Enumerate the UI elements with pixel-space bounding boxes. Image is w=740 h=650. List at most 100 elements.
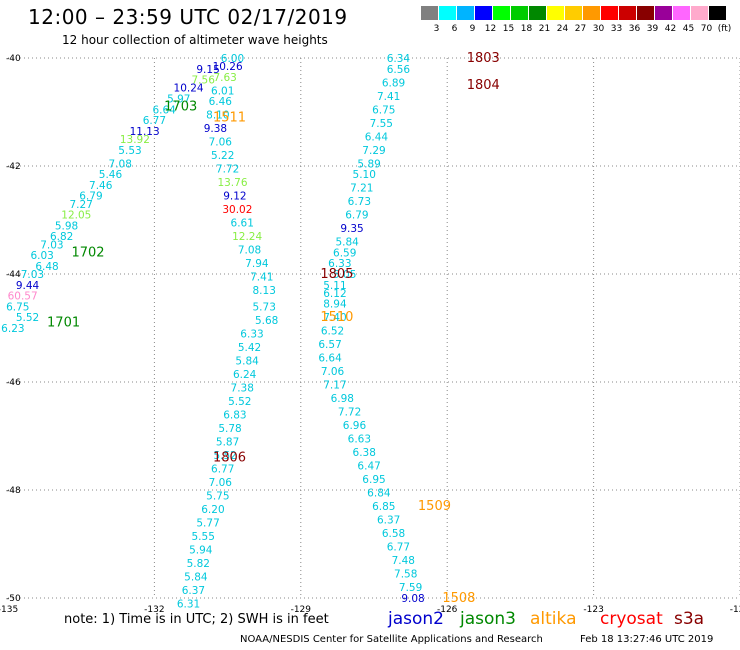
- pass-label: 1806: [213, 451, 246, 466]
- wave-height-value: 30.02: [222, 204, 252, 216]
- wave-height-value: 6.33: [328, 258, 351, 270]
- wave-height-value: 7.48: [392, 555, 415, 567]
- wave-height-value: 7.08: [238, 245, 261, 257]
- wave-height-value: 6.33: [240, 328, 263, 340]
- scale-label: 3: [433, 24, 440, 34]
- scale-swatch: [601, 6, 618, 20]
- wave-height-value: 6.00: [221, 53, 244, 65]
- scale-label: 27: [574, 24, 587, 34]
- wave-height-value: 7.41: [250, 272, 273, 284]
- wave-height-value: 6.38: [353, 447, 376, 459]
- wave-height-value: 5.78: [218, 423, 241, 435]
- wave-height-value: 6.47: [357, 461, 380, 473]
- scale-swatch: [511, 6, 528, 20]
- scale-swatch: [691, 6, 708, 20]
- wave-height-value: 9.12: [223, 191, 246, 203]
- wave-height-value: 7.58: [394, 569, 417, 581]
- wave-height-value: 7.08: [109, 158, 132, 170]
- wave-height-value: 12.24: [232, 231, 262, 243]
- scale-swatch: [655, 6, 672, 20]
- wave-height-value: 6.46: [209, 96, 233, 108]
- wave-height-value: 7.03: [21, 269, 44, 281]
- pass-label: 1804: [467, 78, 500, 93]
- pass-label: 1508: [442, 591, 475, 606]
- legend-jason2: jason2: [388, 609, 444, 629]
- wave-height-value: 5.52: [213, 450, 236, 462]
- wave-height-value: 6.48: [35, 261, 58, 273]
- wave-height-value: 6.77: [387, 542, 410, 554]
- scale-swatch: [583, 6, 600, 20]
- latitude-label: -44: [6, 270, 21, 280]
- wave-height-value: 10.24: [174, 83, 204, 95]
- scale-swatch: [439, 6, 456, 20]
- wave-height-value: 5.82: [187, 558, 210, 570]
- wave-height-value: 7.59: [399, 582, 422, 594]
- wave-height-value: 7.40: [323, 312, 346, 324]
- credit-text: NOAA/NESDIS Center for Satellite Applica…: [240, 634, 543, 645]
- longitude-label: -126: [437, 605, 458, 615]
- latitude-label: -50: [6, 594, 21, 604]
- wave-height-value: 5.73: [253, 301, 276, 313]
- wave-height-value: 5.87: [216, 436, 239, 448]
- wave-height-value: 6.75: [372, 104, 395, 116]
- legend-cryosat: cryosat: [600, 609, 663, 629]
- wave-height-value: 5.42: [238, 342, 261, 354]
- scale-swatch: [673, 6, 690, 20]
- wave-height-value: 7.63: [213, 72, 236, 84]
- scale-label: 24: [556, 24, 569, 34]
- timestamp: Feb 18 13:27:46 UTC 2019: [580, 634, 714, 645]
- wave-height-value: 8.13: [253, 285, 276, 297]
- scale-swatch: [565, 6, 582, 20]
- wave-height-value: 5.22: [211, 150, 234, 162]
- map-subtitle: 12 hour collection of altimeter wave hei…: [62, 33, 328, 47]
- scale-swatch: [709, 6, 726, 20]
- wave-height-value: 6.77: [143, 115, 166, 127]
- longitude-label: -129: [291, 605, 312, 615]
- wave-height-value: 60.57: [8, 291, 38, 303]
- wave-height-value: 6.63: [348, 434, 371, 446]
- pass-label: 1509: [418, 499, 451, 514]
- wave-height-value: 6.44: [365, 131, 389, 143]
- wave-height-value: 6.82: [50, 231, 73, 243]
- scale-label: 33: [610, 24, 623, 34]
- wave-height-value: 5.84: [235, 355, 259, 367]
- wave-height-value: 5.97: [167, 94, 190, 106]
- wave-height-value: 6.12: [323, 288, 346, 300]
- wave-height-value: 5.55: [192, 531, 215, 543]
- pass-label: 1510: [320, 310, 353, 325]
- wave-height-value: 7.17: [323, 380, 346, 392]
- wave-height-value: 5.94: [189, 544, 213, 556]
- scale-swatch: [547, 6, 564, 20]
- longitude-label: -132: [144, 605, 164, 615]
- wave-height-value: 6.58: [382, 528, 405, 540]
- scale-swatch: [493, 6, 510, 20]
- longitude-label: -135: [0, 605, 18, 615]
- latitude-label: -42: [6, 162, 21, 172]
- wave-height-value: 6.24: [233, 369, 257, 381]
- scale-label: 30: [592, 24, 605, 34]
- scale-label: 42: [664, 24, 677, 34]
- wave-height-value: 7.03: [40, 239, 63, 251]
- wave-height-value: 12.05: [61, 210, 91, 222]
- scale-label: 45: [682, 24, 695, 34]
- scale-label: 39: [646, 24, 659, 34]
- wave-height-value: 6.79: [345, 210, 368, 222]
- wave-height-value: 6.73: [348, 196, 371, 208]
- wave-height-value: 6.03: [30, 250, 53, 262]
- wave-height-value: 6.23: [1, 323, 24, 335]
- wave-height-value: 6.52: [321, 326, 344, 338]
- wave-height-value: 6.75: [6, 301, 29, 313]
- wave-height-value: 11.13: [130, 126, 160, 138]
- wave-height-value: 8.10: [206, 110, 229, 122]
- latitude-label: -40: [6, 54, 21, 64]
- wave-height-value: 8.94: [323, 299, 347, 311]
- wave-height-value: 5.98: [55, 220, 78, 232]
- scale-label: 15: [502, 24, 515, 34]
- scale-label: 21: [538, 24, 551, 34]
- wave-height-value: 5.10: [353, 169, 376, 181]
- wave-height-value: 9.38: [204, 123, 227, 135]
- wave-height-value: 6.37: [377, 515, 400, 527]
- wave-height-value: 7.41: [377, 91, 400, 103]
- wave-height-value: 5.52: [16, 312, 39, 324]
